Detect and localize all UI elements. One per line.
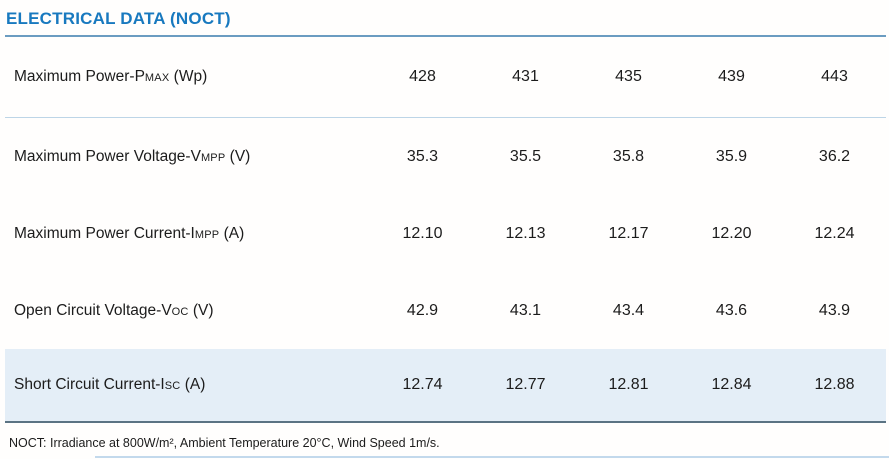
row-label-subscript: MPP <box>200 151 226 164</box>
row-label-unit: (V) <box>188 301 214 319</box>
value-cell: 43.4 <box>612 301 645 319</box>
row-label-main: Open Circuit Voltage-V <box>14 301 172 319</box>
row-label-subscript: OC <box>171 305 189 318</box>
value-cell: 35.5 <box>509 147 542 165</box>
value-cell: 431 <box>512 68 539 85</box>
row-label-unit: (A) <box>180 376 206 393</box>
row-label-main: Short Circuit Current-I <box>14 376 165 393</box>
value-cell: 12.84 <box>711 376 752 393</box>
value-cell: 443 <box>821 68 848 85</box>
value-cell: 43.9 <box>818 301 851 319</box>
table-row-shaded: Short Circuit Current-ISC (A) 12.74 12.7… <box>5 349 886 423</box>
noct-footnote: NOCT: Irradiance at 800W/m², Ambient Tem… <box>9 436 440 450</box>
row-label-unit: (A) <box>219 224 245 242</box>
row-label-main: Maximum Power Voltage-V <box>14 147 201 165</box>
value-cell: 428 <box>409 68 436 85</box>
value-cell: 43.6 <box>715 301 748 319</box>
value-cell: 12.81 <box>608 376 649 393</box>
value-cell: 12.74 <box>402 376 443 393</box>
value-cell: 12.10 <box>402 224 443 242</box>
bottom-rule <box>95 456 889 458</box>
row-label-subscript: MPP <box>194 228 220 241</box>
value-cell: 43.1 <box>509 301 542 319</box>
row-label: Open Circuit Voltage-VOC (V) <box>5 302 371 320</box>
row-label-subscript: SC <box>164 380 181 392</box>
value-cell: 12.20 <box>711 224 752 242</box>
value-cell: 35.8 <box>612 147 645 165</box>
row-label-subscript: MAX <box>144 72 170 84</box>
value-cell: 12.13 <box>505 224 546 242</box>
title-rule <box>5 35 886 37</box>
value-cell: 36.2 <box>818 147 851 165</box>
value-cell: 35.3 <box>406 147 439 165</box>
table-row: Maximum Power-PMAX (Wp) 428 431 435 439 … <box>5 37 886 118</box>
value-cell: 435 <box>615 68 642 85</box>
row-label-main: Maximum Power-P <box>14 68 145 85</box>
row-label: Maximum Power Current-IMPP (A) <box>5 225 371 243</box>
section-title: ELECTRICAL DATA (NOCT) <box>6 9 231 28</box>
table-row: Maximum Power Current-IMPP (A) 12.10 12.… <box>5 195 886 272</box>
row-label-unit: (Wp) <box>169 68 208 85</box>
value-cell: 35.9 <box>715 147 748 165</box>
row-label-unit: (V) <box>225 147 251 165</box>
value-cell: 12.88 <box>814 376 855 393</box>
value-cell: 12.77 <box>505 376 546 393</box>
value-cell: 439 <box>718 68 745 85</box>
value-cell: 12.24 <box>814 224 855 242</box>
row-label: Maximum Power-PMAX (Wp) <box>5 68 371 86</box>
table-row: Maximum Power Voltage-VMPP (V) 35.3 35.5… <box>5 118 886 195</box>
electrical-data-table: Maximum Power-PMAX (Wp) 428 431 435 439 … <box>5 37 886 423</box>
value-cell: 12.17 <box>608 224 649 242</box>
table-row: Open Circuit Voltage-VOC (V) 42.9 43.1 4… <box>5 272 886 349</box>
row-label: Maximum Power Voltage-VMPP (V) <box>5 148 371 166</box>
row-label-main: Maximum Power Current-I <box>14 224 195 242</box>
row-label: Short Circuit Current-ISC (A) <box>5 376 371 394</box>
value-cell: 42.9 <box>406 301 439 319</box>
